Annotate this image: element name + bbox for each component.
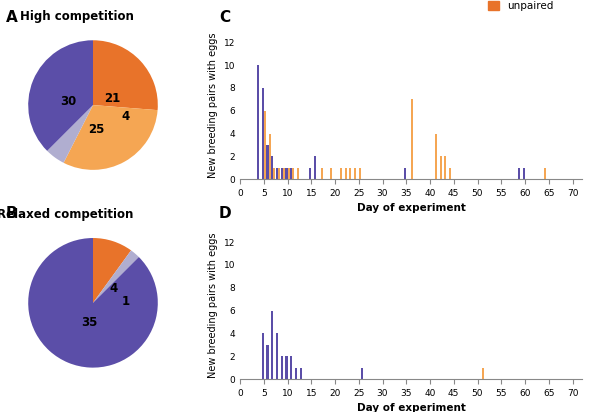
Text: 21: 21 [104,92,121,105]
Bar [299,368,302,379]
Bar [361,368,364,379]
Text: 1: 1 [121,295,130,308]
Bar [523,168,525,179]
Bar [281,168,283,179]
Wedge shape [93,238,131,303]
Bar [295,368,297,379]
Wedge shape [28,238,158,368]
Text: High competition: High competition [20,10,134,23]
Legend: assortative, disassortative, mixed, unpaired: assortative, disassortative, mixed, unpa… [488,0,580,11]
Bar [354,168,356,179]
Bar [262,88,264,179]
Bar [290,168,292,179]
Text: Relaxed competition: Relaxed competition [0,208,134,221]
Y-axis label: New breeding pairs with eggs: New breeding pairs with eggs [208,32,218,178]
Text: 4: 4 [121,110,130,123]
Bar [276,168,278,179]
Bar [287,168,290,179]
Bar [435,133,437,179]
Text: 25: 25 [88,123,104,136]
Bar [411,99,413,179]
Bar [271,157,273,179]
Wedge shape [64,105,158,170]
Bar [262,333,264,379]
Text: C: C [219,10,230,25]
Bar [290,356,292,379]
Bar [449,168,451,179]
Bar [297,168,299,179]
Bar [359,168,361,179]
Bar [349,168,352,179]
Bar [544,168,546,179]
Wedge shape [47,105,93,163]
Bar [518,168,520,179]
X-axis label: Day of experiment: Day of experiment [356,204,466,213]
Bar [271,311,273,379]
X-axis label: Day of experiment: Day of experiment [356,403,466,412]
Bar [276,333,278,379]
Bar [309,168,311,179]
Bar [286,168,287,179]
Bar [340,168,342,179]
Bar [344,168,347,179]
Text: D: D [219,206,232,221]
Text: 35: 35 [82,316,98,329]
Wedge shape [28,40,93,151]
Bar [266,345,269,379]
Text: 4: 4 [110,282,118,295]
Bar [266,145,269,179]
Bar [314,157,316,179]
Wedge shape [93,40,158,110]
Bar [321,168,323,179]
Bar [286,356,287,379]
Bar [273,168,275,179]
Bar [439,157,442,179]
Text: A: A [6,10,18,25]
Bar [257,65,259,179]
Bar [264,111,266,179]
Bar [404,168,406,179]
Bar [330,168,332,179]
Text: 30: 30 [60,95,77,108]
Text: B: B [6,206,17,221]
Wedge shape [93,250,139,303]
Bar [292,168,295,179]
Bar [482,368,484,379]
Bar [283,168,285,179]
Bar [278,168,280,179]
Bar [281,356,283,379]
Y-axis label: New breeding pairs with eggs: New breeding pairs with eggs [208,232,218,378]
Bar [444,157,446,179]
Bar [269,133,271,179]
